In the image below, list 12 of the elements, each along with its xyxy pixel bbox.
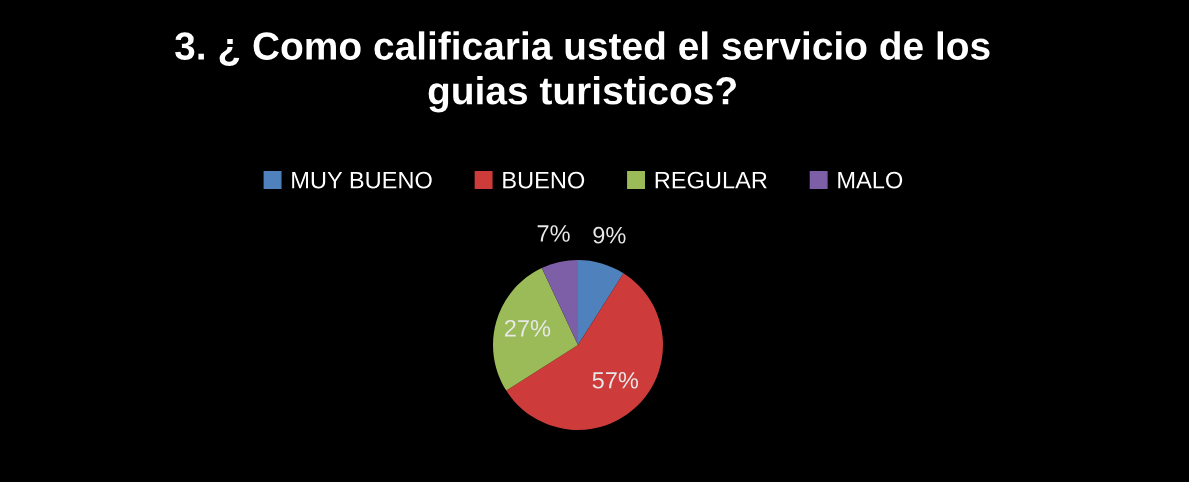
legend-label: BUENO: [503, 171, 585, 189]
pie-slice: [578, 260, 624, 345]
pie-slice: [493, 268, 578, 391]
data-label: 9%: [593, 226, 626, 244]
data-label: 27%: [504, 319, 551, 337]
pie-slice: [506, 273, 663, 430]
legend-label: MALO: [838, 171, 903, 189]
legend-label: MUY BUENO: [292, 171, 432, 189]
data-label: 7%: [537, 225, 570, 242]
chart-title: 3. ¿ Como calificaria usted el servicio de los guias turisticos?: [175, 31, 990, 113]
data-label: 57%: [592, 371, 639, 389]
legend-label: REGULAR: [655, 171, 767, 189]
